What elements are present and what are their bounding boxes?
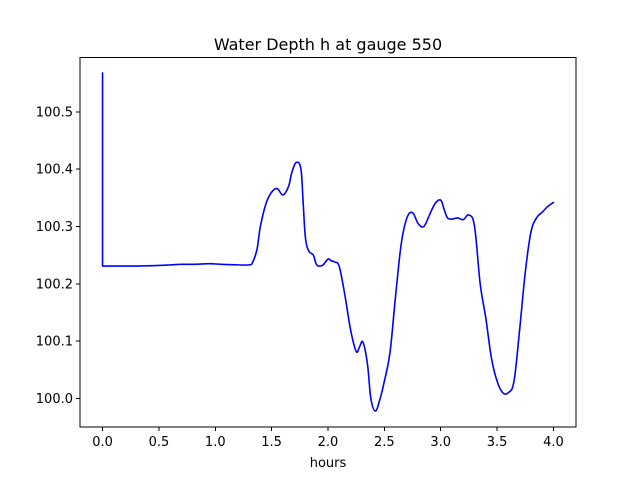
x-tick-label: 0.0 <box>92 435 113 450</box>
y-tick-label: 100.1 <box>36 335 73 350</box>
chart-title: Water Depth h at gauge 550 <box>214 35 442 54</box>
x-tick-label: 4.0 <box>543 435 564 450</box>
y-tick-label: 100.2 <box>36 277 73 292</box>
x-tick-label: 1.5 <box>261 435 282 450</box>
series-layer <box>101 72 555 412</box>
x-tick-label: 0.5 <box>149 435 170 450</box>
x-tick-label: 2.5 <box>374 435 395 450</box>
plot-frame <box>79 57 577 428</box>
x-tick-label: 1.0 <box>205 435 226 450</box>
x-tick-label: 3.5 <box>487 435 508 450</box>
x-tick-label: 2.0 <box>318 435 339 450</box>
x-tick-label: 3.0 <box>430 435 451 450</box>
series-line <box>101 72 555 412</box>
tick-layer: 0.0 0.5 1.0 1.5 2.0 2.5 3.0 3.5 4.0 100.0 100.1 100… <box>36 105 564 450</box>
y-tick-label: 100.5 <box>36 105 73 120</box>
x-axis-label: hours <box>310 456 347 471</box>
y-tick-label: 100.0 <box>36 392 73 407</box>
y-tick-label: 100.3 <box>36 220 73 235</box>
y-tick-label: 100.4 <box>36 163 73 178</box>
